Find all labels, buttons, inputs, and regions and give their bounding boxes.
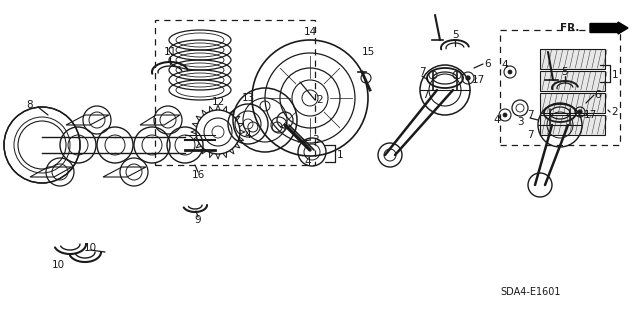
Text: 5: 5 [562, 67, 568, 77]
Text: 3: 3 [312, 135, 318, 145]
FancyArrow shape [590, 22, 628, 34]
Text: 17: 17 [584, 110, 596, 120]
Bar [500, 30, 620, 145]
Text: 11: 11 [163, 47, 177, 57]
Text: 7: 7 [422, 90, 428, 100]
Text: 4: 4 [502, 60, 508, 70]
Text: 7: 7 [527, 130, 533, 140]
Text: 7: 7 [527, 110, 533, 120]
Text: 16: 16 [191, 170, 205, 180]
Text: 2: 2 [317, 95, 323, 105]
Text: 13: 13 [241, 93, 255, 103]
Text: 4: 4 [493, 115, 500, 125]
Circle shape [503, 113, 507, 117]
Text: 8: 8 [27, 100, 33, 110]
Bar [540, 71, 605, 91]
Text: 4: 4 [244, 130, 252, 140]
Bar [540, 115, 605, 135]
Text: 10: 10 [83, 243, 97, 253]
Bar [155, 20, 315, 165]
Circle shape [578, 110, 582, 114]
Text: 5: 5 [452, 30, 458, 40]
Bar [540, 93, 605, 113]
Text: SDA4-E1601: SDA4-E1601 [500, 287, 561, 297]
Text: 14: 14 [303, 27, 317, 37]
Text: 7: 7 [419, 67, 426, 77]
Text: 17: 17 [472, 75, 484, 85]
Bar [540, 49, 605, 69]
Text: 3: 3 [516, 117, 524, 127]
Text: 15: 15 [362, 47, 374, 57]
Text: 2: 2 [612, 107, 618, 117]
Text: 6: 6 [595, 90, 602, 100]
Circle shape [508, 70, 512, 74]
Text: 6: 6 [484, 59, 492, 69]
Text: 1: 1 [612, 70, 618, 80]
Text: FR.: FR. [560, 23, 579, 33]
Polygon shape [385, 88, 453, 157]
Circle shape [466, 76, 470, 80]
Text: 9: 9 [195, 215, 202, 225]
Text: 4: 4 [305, 157, 311, 167]
Text: 1: 1 [337, 150, 343, 160]
Text: 10: 10 [51, 260, 65, 270]
Text: 12: 12 [211, 97, 225, 107]
